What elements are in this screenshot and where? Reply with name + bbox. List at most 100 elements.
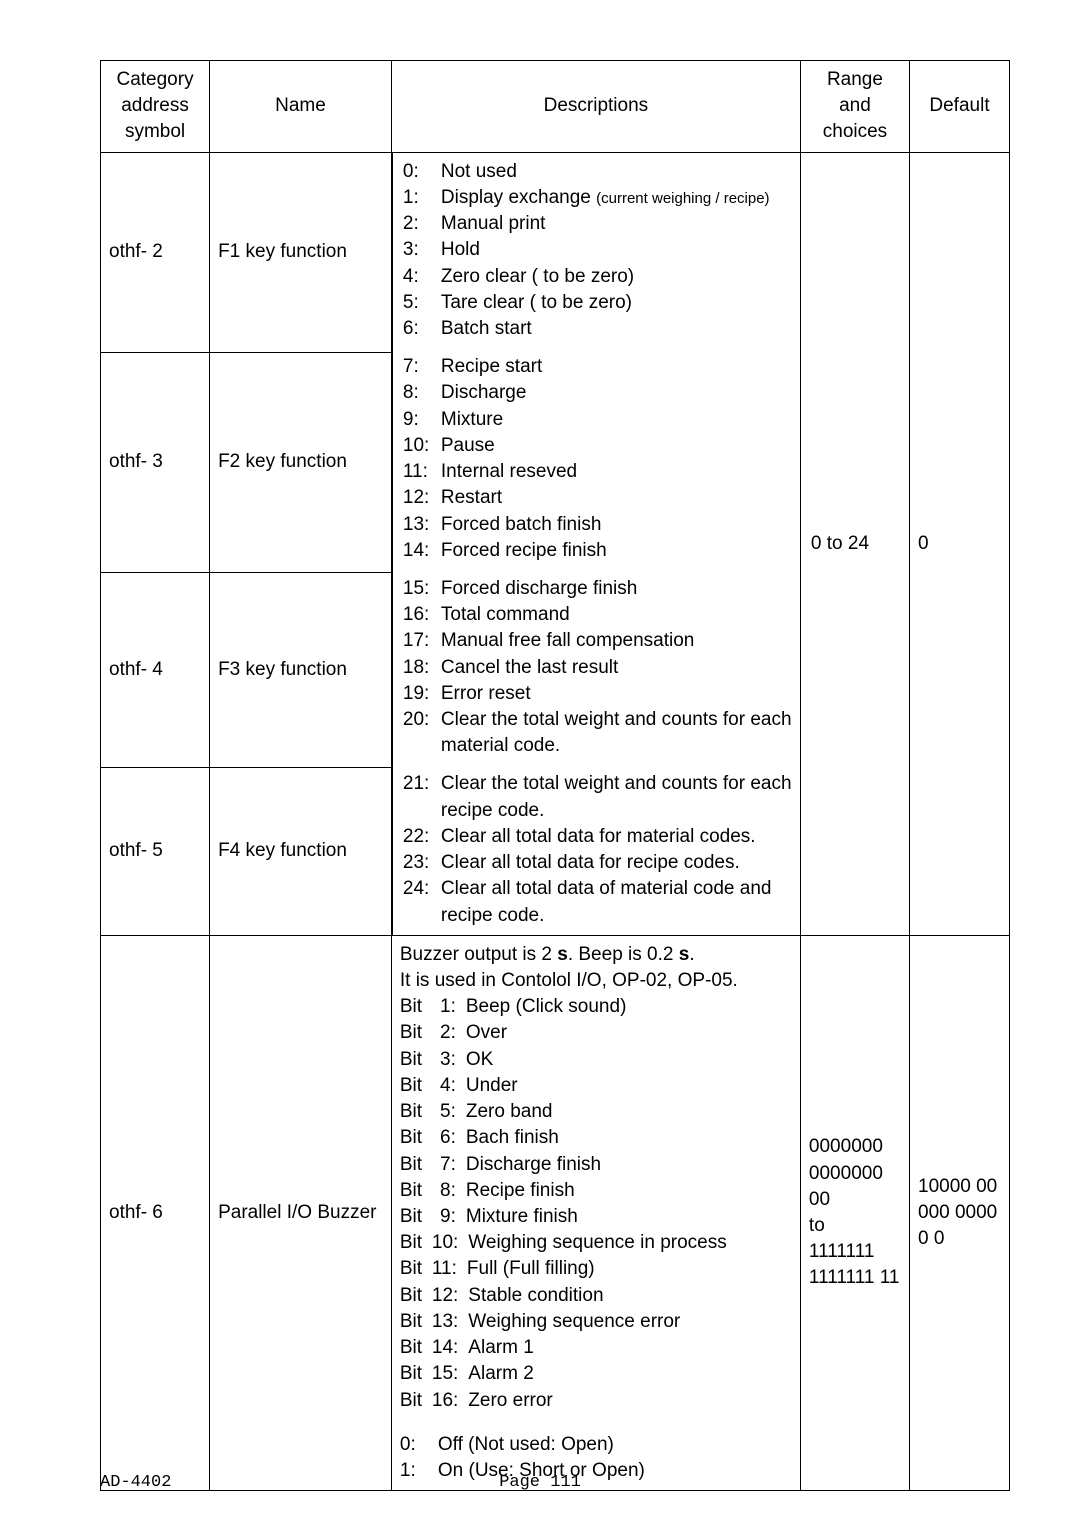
- desc-text: Internal reseved: [441, 459, 577, 485]
- bit-text: Beep (Click sound): [466, 994, 627, 1020]
- footer-model: AD-4402: [70, 1473, 171, 1492]
- desc-text: Recipe start: [441, 354, 542, 380]
- cell-default: 0: [910, 152, 1010, 935]
- table-row: othf- 2 F1 key function 0:Not used1:Disp…: [101, 152, 1010, 352]
- desc-num: 8:: [403, 380, 441, 406]
- desc-num: 13:: [403, 512, 441, 538]
- bit-num: 3:: [432, 1047, 466, 1073]
- bit-label: Bit: [400, 1178, 432, 1204]
- page-content: Category address symbol Name Description…: [0, 0, 1080, 1531]
- bit-num: 7:: [432, 1152, 466, 1178]
- desc-text: Discharge: [441, 380, 527, 406]
- desc-text: Clear all total data for material codes.: [441, 824, 756, 850]
- cell-category: othf- 6: [101, 935, 210, 1490]
- desc-num: 22:: [403, 824, 441, 850]
- bit-label: Bit: [400, 1073, 432, 1099]
- desc-line: 12:Restart: [403, 485, 792, 511]
- desc-line: 2:Manual print: [403, 211, 792, 237]
- bit-label: Bit: [400, 1388, 432, 1414]
- cell-name: Parallel I/O Buzzer: [210, 935, 392, 1490]
- bit-text: Zero band: [466, 1099, 553, 1125]
- buzzer-bit-line: Bit16:Zero error: [400, 1388, 792, 1414]
- desc-line: 4:Zero clear ( to be zero): [403, 264, 792, 290]
- buzzer-bit-line: Bit9:Mixture finish: [400, 1204, 792, 1230]
- desc-text: Restart: [441, 485, 502, 511]
- bit-text: Zero error: [468, 1388, 552, 1414]
- desc-text: Manual print: [441, 211, 546, 237]
- header-descriptions: Descriptions: [391, 61, 800, 153]
- bit-num: 14:: [432, 1335, 468, 1361]
- buzzer-bit-line: Bit10:Weighing sequence in process: [400, 1230, 792, 1256]
- buzzer-bit-line: Bit8:Recipe finish: [400, 1178, 792, 1204]
- desc-num: 14:: [403, 538, 441, 564]
- buzzer-intro-1: Buzzer output is 2 s. Beep is 0.2 s.: [400, 942, 792, 968]
- desc-line: 7:Recipe start: [403, 354, 792, 380]
- opt-text: Off (Not used: Open): [438, 1432, 614, 1458]
- bit-num: 11:: [432, 1256, 467, 1282]
- header-default: Default: [910, 61, 1010, 153]
- desc-line: 17:Manual free fall compensation: [403, 628, 792, 654]
- buzzer-bit-line: Bit12:Stable condition: [400, 1283, 792, 1309]
- desc-line: 22:Clear all total data for material cod…: [403, 824, 792, 850]
- cell-category: othf- 4: [101, 572, 210, 767]
- desc-num: 23:: [403, 850, 441, 876]
- settings-table: Category address symbol Name Description…: [100, 60, 1010, 1491]
- bit-text: Under: [466, 1073, 518, 1099]
- desc-text: Cancel the last result: [441, 655, 618, 681]
- header-name: Name: [210, 61, 392, 153]
- bit-num: 10:: [432, 1230, 468, 1256]
- bit-text: Full (Full filling): [467, 1256, 595, 1282]
- bit-label: Bit: [400, 1361, 432, 1387]
- desc-line: 24:Clear all total data of material code…: [403, 876, 792, 928]
- desc-line: 18:Cancel the last result: [403, 655, 792, 681]
- bit-num: 2:: [432, 1020, 466, 1046]
- desc-line: 3:Hold: [403, 237, 792, 263]
- desc-num: 17:: [403, 628, 441, 654]
- buzzer-bit-line: Bit3:OK: [400, 1047, 792, 1073]
- bit-text: Stable condition: [468, 1283, 603, 1309]
- desc-text: Clear all total data for recipe codes.: [441, 850, 740, 876]
- header-range: Range and choices: [800, 61, 909, 153]
- desc-num: 19:: [403, 681, 441, 707]
- desc-text: Pause: [441, 433, 495, 459]
- table-header-row: Category address symbol Name Description…: [101, 61, 1010, 153]
- page-footer: AD-4402 Page 111: [0, 1473, 1080, 1492]
- desc-block-2: 7:Recipe start8:Discharge9:Mixture10:Pau…: [392, 348, 800, 570]
- bit-label: Bit: [400, 1283, 432, 1309]
- desc-note: (current weighing / recipe): [596, 190, 769, 207]
- bit-num: 5:: [432, 1099, 466, 1125]
- desc-line: 21:Clear the total weight and counts for…: [403, 771, 792, 823]
- desc-text: Forced discharge finish: [441, 576, 637, 602]
- bit-text: Discharge finish: [466, 1152, 601, 1178]
- bit-label: Bit: [400, 1152, 432, 1178]
- desc-num: 4:: [403, 264, 441, 290]
- desc-num: 10:: [403, 433, 441, 459]
- buzzer-intro-2: It is used in Contolol I/O, OP-02, OP-05…: [400, 968, 792, 994]
- desc-num: 11:: [403, 459, 441, 485]
- desc-num: 9:: [403, 407, 441, 433]
- buzzer-bit-line: Bit1:Beep (Click sound): [400, 994, 792, 1020]
- bit-text: Alarm 1: [468, 1335, 533, 1361]
- desc-line: 14:Forced recipe finish: [403, 538, 792, 564]
- desc-line: 13:Forced batch finish: [403, 512, 792, 538]
- desc-num: 20:: [403, 707, 441, 759]
- buzzer-bit-line: Bit6:Bach finish: [400, 1125, 792, 1151]
- cell-category: othf- 5: [101, 767, 210, 935]
- buzzer-bit-line: Bit2:Over: [400, 1020, 792, 1046]
- bit-text: Bach finish: [466, 1125, 559, 1151]
- bit-num: 1:: [432, 994, 466, 1020]
- header-category: Category address symbol: [101, 61, 210, 153]
- desc-text: Total command: [441, 602, 570, 628]
- cell-name: F4 key function: [210, 767, 392, 935]
- cell-name: F2 key function: [210, 352, 392, 572]
- bit-text: Mixture finish: [466, 1204, 578, 1230]
- buzzer-bit-line: Bit15:Alarm 2: [400, 1361, 792, 1387]
- desc-line: 5:Tare clear ( to be zero): [403, 290, 792, 316]
- desc-line: 0:Not used: [403, 159, 792, 185]
- bold-s: s: [557, 944, 568, 965]
- desc-num: 1:: [403, 185, 441, 211]
- cell-range: 0000000 0000000 00 to 1111111 1111111 11: [800, 935, 909, 1490]
- table-row: othf- 6 Parallel I/O Buzzer Buzzer outpu…: [101, 935, 1010, 1490]
- bit-label: Bit: [400, 1099, 432, 1125]
- buzzer-bit-line: Bit13:Weighing sequence error: [400, 1309, 792, 1335]
